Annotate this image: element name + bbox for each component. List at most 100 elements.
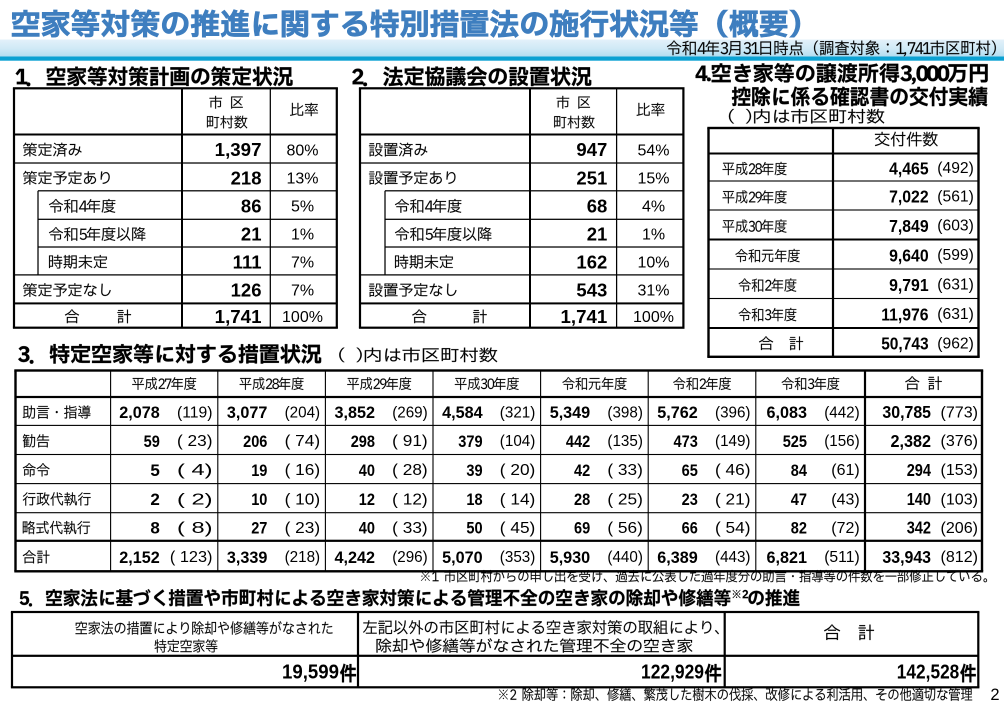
svg-text:69: 69: [574, 519, 590, 538]
svg-text:7%: 7%: [291, 255, 314, 272]
svg-text:66: 66: [682, 519, 698, 538]
svg-text:21: 21: [241, 224, 262, 245]
svg-text:(396): (396): [715, 404, 751, 421]
svg-text:27: 27: [251, 519, 267, 538]
svg-text:(269): (269): [392, 404, 428, 421]
svg-text:947: 947: [576, 139, 607, 160]
svg-text:84: 84: [791, 461, 808, 480]
svg-text:2: 2: [990, 686, 999, 704]
svg-text:8: 8: [150, 519, 159, 538]
svg-text:3,852: 3,852: [335, 403, 376, 422]
svg-text:50,743: 50,743: [881, 334, 929, 354]
svg-text:( 4): ( 4): [177, 462, 213, 479]
svg-text:31%: 31%: [637, 283, 669, 300]
svg-text:6,821: 6,821: [767, 548, 808, 567]
svg-text:(773): (773): [941, 404, 979, 421]
svg-text:1,397: 1,397: [215, 139, 262, 160]
svg-text:( 91): ( 91): [392, 433, 428, 450]
svg-text:( 23): ( 23): [177, 433, 213, 450]
svg-text:86: 86: [241, 196, 262, 217]
svg-text:(440): (440): [607, 549, 643, 566]
svg-text:(156): (156): [824, 433, 860, 450]
svg-text:543: 543: [576, 280, 607, 301]
svg-text:1%: 1%: [291, 227, 314, 244]
svg-text:4,584: 4,584: [442, 403, 483, 422]
svg-text:2,152: 2,152: [119, 548, 160, 567]
svg-text:(376): (376): [941, 433, 979, 450]
svg-text:(61): (61): [831, 462, 859, 479]
svg-text:1%: 1%: [642, 227, 665, 244]
svg-text:342: 342: [907, 518, 932, 538]
svg-text:( 23): ( 23): [285, 520, 321, 537]
svg-text:2,078: 2,078: [119, 403, 160, 422]
svg-text:5,070: 5,070: [442, 548, 483, 567]
svg-text:( 12): ( 12): [392, 491, 428, 508]
svg-text:30,785: 30,785: [882, 402, 931, 422]
svg-text:6,389: 6,389: [657, 548, 698, 567]
svg-text:5,930: 5,930: [550, 548, 591, 567]
svg-text:2,382: 2,382: [891, 431, 932, 451]
svg-text:( 33): ( 33): [392, 520, 428, 537]
svg-text:122,929: 122,929: [641, 662, 704, 684]
svg-text:(443): (443): [715, 549, 751, 566]
svg-text:(153): (153): [941, 462, 979, 479]
svg-text:218: 218: [231, 167, 262, 188]
svg-text:5: 5: [150, 461, 159, 480]
svg-text:( 28): ( 28): [392, 462, 428, 479]
svg-text:(492): (492): [937, 160, 974, 177]
svg-text:80%: 80%: [286, 142, 318, 159]
svg-text:(353): (353): [500, 549, 536, 566]
svg-text:5,762: 5,762: [657, 403, 698, 422]
svg-text:(119): (119): [177, 404, 213, 421]
svg-text:68: 68: [587, 196, 608, 217]
svg-text:54%: 54%: [637, 142, 669, 159]
svg-text:7%: 7%: [291, 283, 314, 300]
svg-text:(204): (204): [285, 404, 321, 421]
svg-text:33,943: 33,943: [882, 547, 931, 567]
svg-text:5,349: 5,349: [550, 403, 591, 422]
svg-text:473: 473: [674, 432, 698, 451]
svg-text:142,528: 142,528: [897, 662, 960, 684]
svg-text:19,599: 19,599: [282, 662, 339, 684]
svg-text:( 33): ( 33): [607, 462, 643, 479]
svg-text:3,339: 3,339: [227, 548, 268, 567]
svg-text:39: 39: [466, 461, 482, 480]
svg-text:(398): (398): [607, 404, 643, 421]
svg-text:19: 19: [251, 461, 267, 480]
svg-text:(599): (599): [937, 247, 974, 264]
svg-text:(104): (104): [500, 433, 536, 450]
svg-text:( 25): ( 25): [607, 491, 643, 508]
svg-text:1,741: 1,741: [561, 306, 608, 327]
svg-text:298: 298: [351, 432, 375, 451]
svg-text:206: 206: [243, 432, 267, 451]
svg-text:65: 65: [682, 461, 698, 480]
svg-text:5%: 5%: [291, 199, 314, 216]
svg-text:(321): (321): [500, 404, 536, 421]
svg-text:(631): (631): [937, 306, 974, 323]
svg-text:(511): (511): [824, 549, 860, 566]
svg-text:23: 23: [682, 490, 698, 509]
svg-text:(135): (135): [607, 433, 643, 450]
svg-text:251: 251: [576, 167, 607, 188]
svg-text:(72): (72): [831, 520, 859, 537]
svg-text:(631): (631): [937, 277, 974, 294]
svg-text:18: 18: [466, 490, 482, 509]
svg-text:442: 442: [566, 432, 590, 451]
svg-text:( 21): ( 21): [715, 491, 751, 508]
svg-text:82: 82: [791, 519, 807, 538]
svg-text:162: 162: [576, 251, 607, 272]
svg-text:( 2): ( 2): [177, 491, 213, 508]
svg-text:(206): (206): [941, 520, 979, 537]
svg-text:59: 59: [144, 432, 160, 451]
svg-text:50: 50: [466, 519, 482, 538]
svg-text:13%: 13%: [286, 170, 318, 187]
svg-text:9,640: 9,640: [889, 245, 929, 265]
svg-text:4,465: 4,465: [889, 158, 929, 178]
svg-text:1,741: 1,741: [215, 306, 262, 327]
svg-text:7,849: 7,849: [889, 216, 929, 236]
svg-text:126: 126: [231, 280, 262, 301]
svg-text:4%: 4%: [642, 199, 665, 216]
svg-text:3,077: 3,077: [227, 403, 268, 422]
svg-text:(962): (962): [937, 335, 974, 352]
svg-text:( 10): ( 10): [285, 491, 321, 508]
